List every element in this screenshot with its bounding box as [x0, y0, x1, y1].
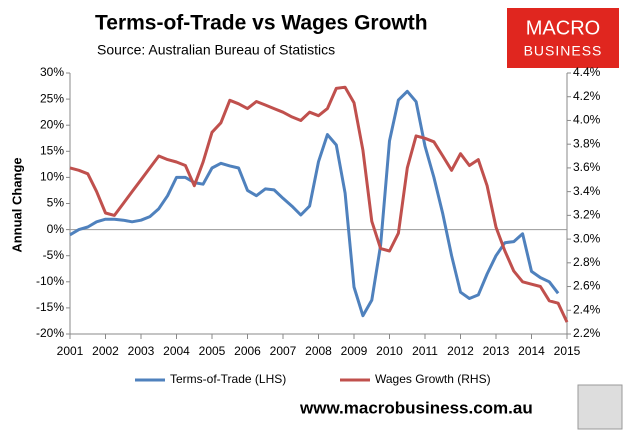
y-tick-label: 0% — [47, 222, 65, 236]
y2-tick-label: 3.2% — [573, 208, 601, 222]
x-tick-label: 2003 — [128, 344, 155, 358]
data-line — [69, 89, 560, 318]
legend-label: Terms-of-Trade (LHS) — [170, 372, 286, 386]
y-tick-label: 15% — [40, 143, 64, 157]
y2-tick-label: 4.2% — [573, 89, 601, 103]
y2-tick-label: 3.6% — [573, 160, 601, 174]
y2-tick-label: 3.4% — [573, 184, 601, 198]
y2-tick-label: 2.4% — [573, 302, 601, 316]
x-tick-label: 2005 — [199, 344, 226, 358]
logo-icon — [577, 384, 623, 430]
y-tick-label: 25% — [40, 91, 64, 105]
legend-label: Wages Growth (RHS) — [375, 372, 491, 386]
y-tick-label: 10% — [40, 170, 64, 184]
data-line — [69, 85, 569, 323]
x-tick-label: 2001 — [57, 344, 84, 358]
y-axis-title: Annual Change — [9, 157, 24, 252]
x-tick-label: 2008 — [305, 344, 332, 358]
y2-tick-label: 4.4% — [573, 65, 601, 79]
x-tick-label: 2009 — [341, 344, 368, 358]
y2-tick-label: 3.8% — [573, 136, 601, 150]
footer-text: www.macrobusiness.com.au — [299, 398, 533, 417]
y-tick-label: 30% — [40, 65, 64, 79]
y2-tick-label: 2.8% — [573, 255, 601, 269]
y-tick-label: -5% — [43, 248, 65, 262]
chart-subtitle: Source: Australian Bureau of Statistics — [97, 42, 335, 58]
logo-text: MACRO — [526, 17, 600, 39]
y-tick-label: 20% — [40, 117, 64, 131]
x-tick-label: 2013 — [483, 344, 510, 358]
x-tick-label: 2007 — [270, 344, 297, 358]
y2-tick-label: 2.2% — [573, 326, 601, 340]
x-tick-label: 2012 — [447, 344, 474, 358]
x-tick-label: 2011 — [412, 344, 438, 358]
x-tick-label: 2010 — [376, 344, 403, 358]
logo-box — [507, 8, 619, 68]
y2-tick-label: 4.0% — [573, 113, 601, 127]
y-tick-label: -20% — [36, 326, 64, 340]
y-tick-label: -15% — [36, 300, 64, 314]
x-tick-label: 2002 — [92, 344, 119, 358]
x-tick-label: 2006 — [234, 344, 261, 358]
x-tick-label: 2004 — [163, 344, 190, 358]
chart-title: Terms-of-Trade vs Wages Growth — [95, 12, 428, 35]
x-tick-label: 2015 — [554, 344, 581, 358]
logo-text: BUSINESS — [524, 43, 603, 59]
y2-tick-label: 3.0% — [573, 231, 601, 245]
y-tick-label: -10% — [36, 274, 64, 288]
y2-tick-label: 2.6% — [573, 279, 601, 293]
x-tick-label: 2014 — [518, 344, 545, 358]
y-tick-label: 5% — [47, 196, 65, 210]
